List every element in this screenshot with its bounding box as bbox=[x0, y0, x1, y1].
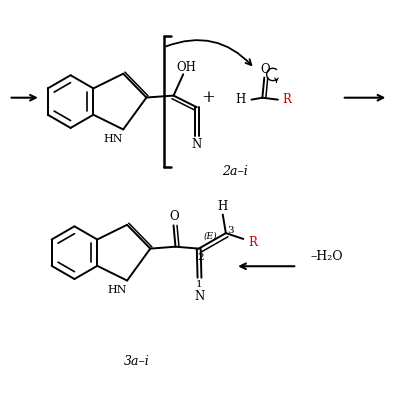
Text: H: H bbox=[218, 200, 228, 213]
Text: OH: OH bbox=[176, 61, 196, 74]
Text: –H₂O: –H₂O bbox=[310, 250, 343, 263]
Text: 1: 1 bbox=[196, 280, 203, 289]
Text: 3: 3 bbox=[227, 226, 234, 235]
Text: N: N bbox=[195, 290, 205, 303]
Text: 3a–i: 3a–i bbox=[123, 354, 149, 368]
Text: R: R bbox=[248, 235, 257, 248]
Text: H: H bbox=[235, 93, 246, 106]
Text: +: + bbox=[201, 89, 215, 106]
Text: O: O bbox=[261, 62, 270, 75]
Text: (E): (E) bbox=[204, 232, 217, 241]
Text: R: R bbox=[282, 93, 291, 106]
Text: 2a–i: 2a–i bbox=[222, 165, 248, 178]
Text: 2: 2 bbox=[197, 253, 204, 262]
Text: N: N bbox=[192, 138, 202, 151]
Text: O: O bbox=[169, 210, 179, 223]
Text: HN: HN bbox=[108, 285, 127, 295]
Text: HN: HN bbox=[104, 134, 123, 144]
